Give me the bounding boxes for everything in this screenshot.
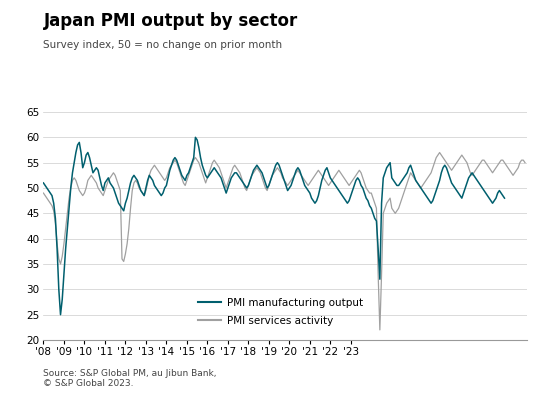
Text: Source: S&P Global PM, au Jibun Bank,
© S&P Global 2023.: Source: S&P Global PM, au Jibun Bank, © …: [43, 369, 217, 388]
Text: Survey index, 50 = no change on prior month: Survey index, 50 = no change on prior mo…: [43, 40, 282, 50]
Legend: PMI manufacturing output, PMI services activity: PMI manufacturing output, PMI services a…: [194, 294, 367, 330]
Text: Japan PMI output by sector: Japan PMI output by sector: [43, 12, 298, 30]
